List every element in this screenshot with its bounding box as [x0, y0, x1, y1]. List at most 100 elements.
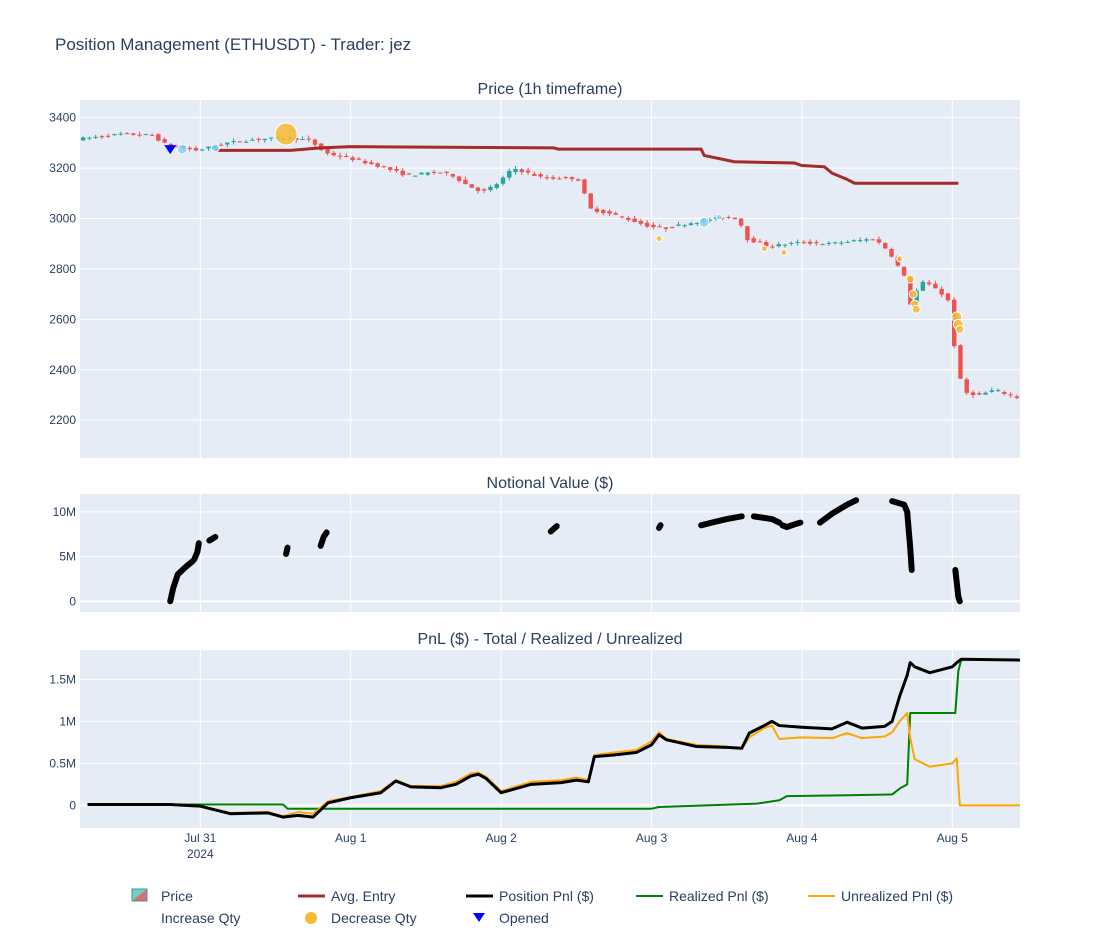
candle — [851, 240, 857, 242]
candle — [400, 170, 405, 176]
candle — [463, 179, 468, 185]
x-tick-label: Aug 1 — [335, 831, 367, 845]
candle — [920, 281, 926, 291]
decrease-qty-marker — [955, 324, 965, 334]
candle — [632, 218, 637, 223]
candle — [243, 141, 249, 143]
candle — [262, 138, 268, 140]
notional-panel-data — [167, 497, 963, 605]
candle — [682, 225, 687, 227]
candle — [325, 148, 330, 154]
notional-segment — [547, 523, 560, 535]
candle — [218, 144, 224, 146]
candle — [344, 155, 349, 157]
price-y-tick-label: 3000 — [49, 211, 76, 225]
candle — [525, 170, 531, 173]
candle — [550, 177, 556, 179]
candle — [507, 170, 512, 178]
legend-label: Price — [161, 888, 193, 904]
candle — [883, 243, 888, 249]
candle — [588, 193, 593, 209]
candle — [613, 213, 618, 215]
pnl-panel-data — [87, 657, 1020, 819]
candle — [375, 163, 380, 167]
candle — [250, 139, 255, 141]
chart-title: Position Management (ETHUSDT) - Trader: … — [55, 35, 411, 54]
candle — [594, 208, 600, 212]
price-y-tick-label: 2200 — [49, 413, 76, 427]
price-y-tick-label: 3200 — [49, 161, 76, 175]
candle — [870, 239, 875, 241]
candle — [770, 246, 775, 248]
candle — [901, 266, 907, 276]
legend-label: Position Pnl ($) — [499, 888, 594, 904]
x-tick-label: Jul 31 — [184, 831, 216, 845]
candle — [350, 157, 355, 161]
candle — [482, 189, 487, 191]
candle — [124, 133, 130, 135]
legend-swatch — [132, 889, 147, 901]
increase-qty-marker — [210, 143, 220, 153]
candle — [845, 241, 850, 243]
price-y-tick-label: 2400 — [49, 363, 76, 377]
candle — [858, 240, 863, 242]
candle — [388, 167, 393, 170]
x-tick-label: Aug 5 — [937, 831, 969, 845]
notional-segment — [952, 566, 963, 605]
candle — [80, 137, 86, 141]
candle — [695, 222, 700, 224]
candle — [131, 133, 136, 135]
candle — [413, 175, 418, 177]
candle — [312, 139, 318, 145]
candle — [958, 345, 963, 379]
notional-segment — [698, 513, 745, 529]
candle — [225, 142, 230, 145]
candle — [469, 184, 474, 188]
candle — [231, 141, 236, 143]
candle — [331, 152, 336, 156]
candle — [832, 242, 838, 244]
price-y-tick-label: 2800 — [49, 262, 76, 276]
candle — [300, 139, 305, 141]
candle — [118, 133, 123, 135]
candle — [431, 171, 437, 173]
candle — [456, 176, 462, 181]
notional-y-tick-label: 10M — [53, 505, 76, 519]
candle — [876, 239, 882, 243]
realized-pnl-line — [87, 658, 1020, 810]
pnl-y-tick-label: 1M — [59, 714, 76, 728]
subplot-title-1: Price (1h timeframe) — [478, 81, 623, 98]
candle — [356, 158, 362, 160]
decrease-qty-marker — [655, 235, 663, 243]
notional-segment — [750, 513, 783, 526]
candle — [826, 242, 832, 244]
candle — [977, 393, 982, 395]
candle — [751, 238, 756, 243]
notional-segment — [779, 519, 804, 531]
candle — [268, 137, 274, 139]
candle — [607, 211, 612, 214]
candle — [1014, 396, 1020, 398]
notional-segment — [191, 540, 202, 563]
notional-y-tick-label: 0 — [69, 594, 76, 608]
notional-segment — [283, 544, 291, 557]
candle — [707, 219, 712, 221]
price-y-tick-label: 2600 — [49, 312, 76, 326]
candle — [638, 220, 644, 224]
candle — [563, 177, 568, 179]
candle — [814, 242, 819, 244]
legend-item-opened: Opened — [473, 910, 549, 926]
candle — [425, 172, 430, 175]
legend-label: Increase Qty — [161, 910, 240, 926]
candle — [519, 169, 524, 173]
notional-y-tick-label: 5M — [59, 550, 76, 564]
candle — [438, 172, 443, 174]
legend-swatch — [305, 912, 317, 924]
legend-item-candle: Price — [131, 888, 193, 904]
subplot-title-2: Notional Value ($) — [487, 475, 614, 492]
candle — [237, 141, 242, 143]
candle — [200, 149, 205, 151]
candle — [143, 134, 148, 136]
decrease-qty-marker — [896, 255, 904, 263]
